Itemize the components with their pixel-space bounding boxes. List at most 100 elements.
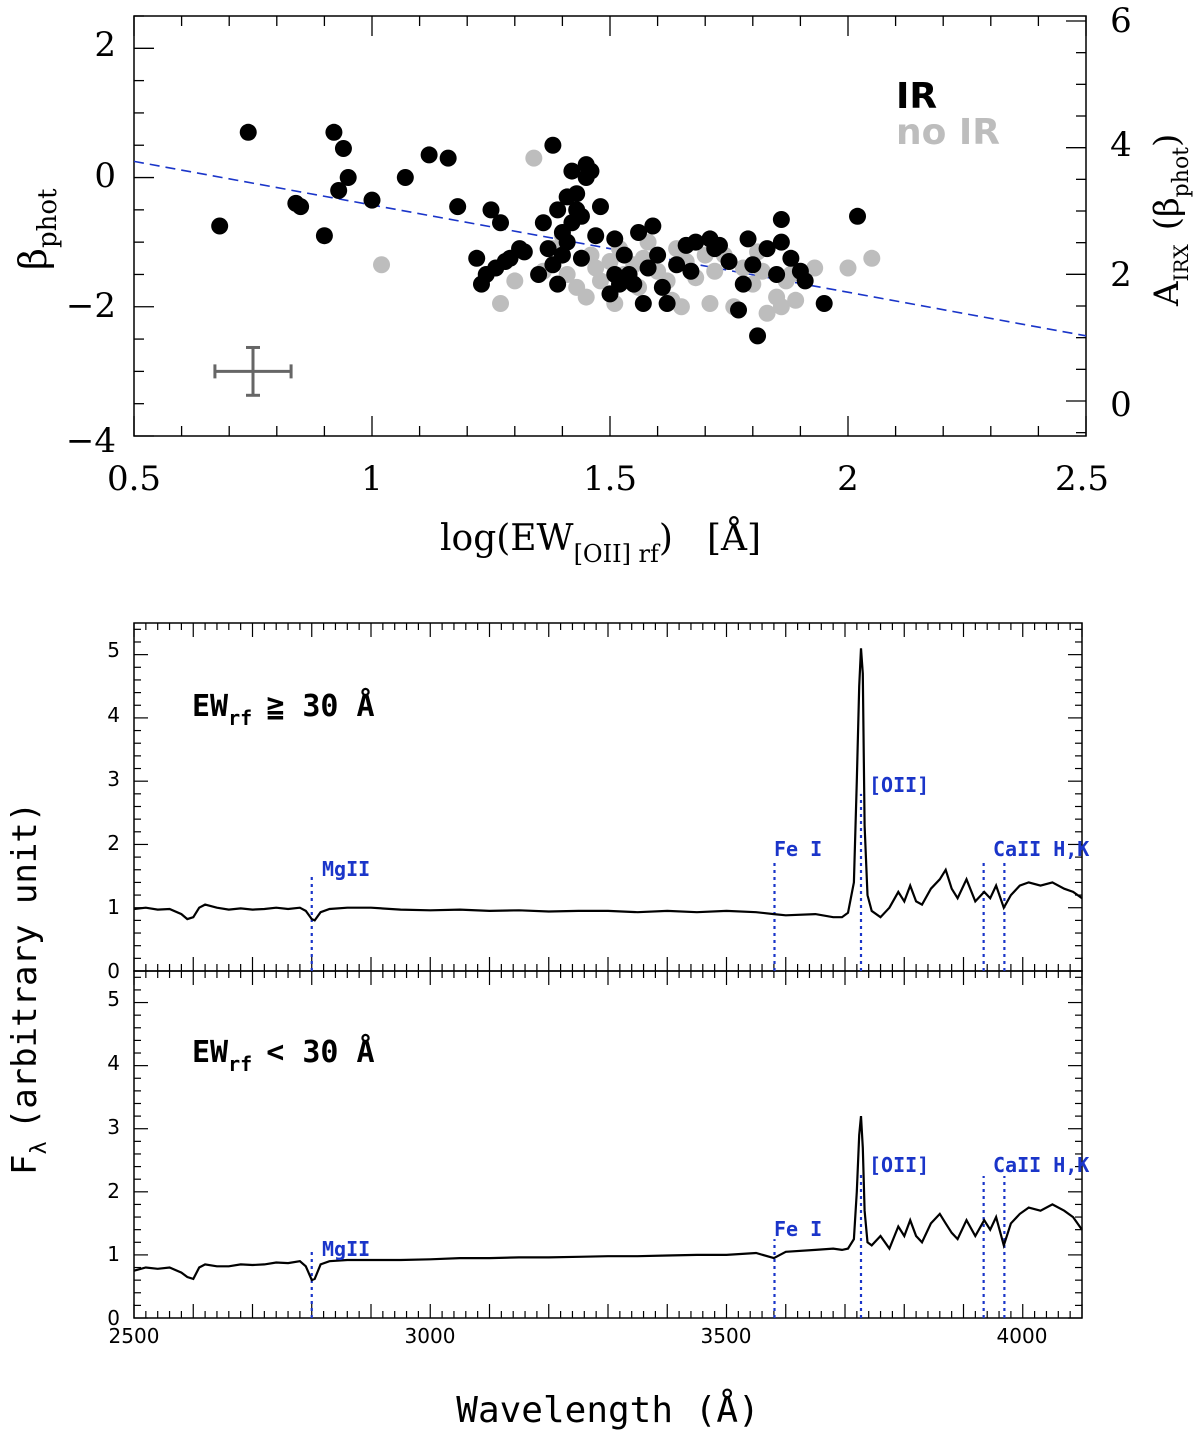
spectrum-panel-bottom-frame bbox=[133, 970, 1083, 1319]
y-tick-label: 1 bbox=[107, 895, 120, 919]
point-ir bbox=[439, 149, 457, 167]
point-no-ir bbox=[706, 262, 724, 280]
y-tick-label: 1 bbox=[107, 1242, 120, 1266]
y2-tick-label: 4 bbox=[1110, 125, 1132, 165]
x-tick-labels: 0.5 1 1.5 2 2.5 bbox=[107, 459, 1109, 499]
line-label-oii: [OII] bbox=[869, 773, 929, 797]
point-ir bbox=[782, 249, 800, 267]
y-tick-label: 2 bbox=[94, 25, 116, 65]
point-ir bbox=[530, 265, 548, 283]
point-ir bbox=[772, 211, 790, 229]
scatter-panel: 0.5 1 1.5 2 2.5 −4 −2 0 2 0 2 4 6 log(EW… bbox=[11, 1, 1194, 568]
y-tick-label: −2 bbox=[66, 286, 116, 326]
bottom-panel-line-labels: MgII Fe I [OII] CaII H,K bbox=[322, 1153, 1089, 1261]
y-tick-label: 0 bbox=[107, 959, 120, 983]
line-label-oii: [OII] bbox=[869, 1153, 929, 1177]
y-tick-label: 0 bbox=[107, 1306, 120, 1330]
line-label-caii: CaII H,K bbox=[993, 1153, 1089, 1177]
point-ir bbox=[606, 230, 624, 248]
x-tick-label: 2500 bbox=[109, 1324, 160, 1348]
panel-label-high-ew: EWrf ≧ 30 Å bbox=[192, 687, 375, 730]
point-ir bbox=[630, 223, 648, 241]
point-ir bbox=[558, 233, 576, 251]
point-ir bbox=[668, 256, 686, 274]
y-tick-label: 3 bbox=[107, 767, 120, 791]
top-panel-y-tick-labels: 0 1 2 3 4 5 bbox=[107, 638, 120, 983]
y-tick-label: 2 bbox=[107, 831, 120, 855]
point-ir bbox=[549, 275, 567, 293]
y2-tick-label: 6 bbox=[1110, 1, 1132, 41]
spectrum-low-ew bbox=[133, 1115, 1083, 1282]
spectrum-x-tick-labels: 2500 3000 3500 4000 bbox=[109, 1324, 1048, 1348]
y2-tick-label: 0 bbox=[1110, 385, 1132, 425]
point-ir bbox=[482, 201, 500, 219]
line-label-mgii: MgII bbox=[322, 857, 370, 881]
point-ir bbox=[292, 198, 310, 216]
point-ir bbox=[591, 198, 609, 216]
point-ir bbox=[315, 227, 333, 245]
point-ir bbox=[572, 249, 590, 267]
y-tick-label: 5 bbox=[107, 638, 120, 662]
line-label-mgii: MgII bbox=[322, 1237, 370, 1261]
legend-no-ir: no IR bbox=[896, 112, 1000, 153]
point-ir bbox=[682, 262, 700, 280]
y2-axis-label: AIRX(βphot) bbox=[1147, 134, 1194, 307]
scatter-ticks bbox=[133, 15, 1087, 437]
x-axis-label: log(EW[OII] rf) [Å] bbox=[440, 517, 761, 568]
spectrum-x-axis-label: Wavelength (Å) bbox=[456, 1388, 759, 1431]
point-ir bbox=[849, 207, 867, 225]
point-ir bbox=[653, 278, 671, 296]
y-axis-label: βphot bbox=[11, 188, 63, 270]
y-tick-label: 5 bbox=[107, 987, 120, 1011]
series-ir bbox=[211, 123, 867, 345]
point-ir bbox=[634, 295, 652, 313]
point-no-ir bbox=[787, 291, 805, 309]
point-ir bbox=[211, 217, 229, 235]
point-ir bbox=[330, 181, 348, 199]
point-ir bbox=[396, 169, 414, 187]
point-ir bbox=[720, 253, 738, 271]
point-ir bbox=[744, 256, 762, 274]
point-ir bbox=[644, 217, 662, 235]
point-no-ir bbox=[525, 149, 543, 167]
point-no-ir bbox=[506, 272, 524, 290]
point-ir bbox=[449, 198, 467, 216]
point-ir bbox=[563, 162, 581, 180]
point-ir bbox=[515, 243, 533, 261]
point-ir bbox=[658, 295, 676, 313]
fit-line bbox=[133, 160, 1087, 337]
point-no-ir bbox=[839, 259, 857, 277]
panel-label-low-ew: EWrf < 30 Å bbox=[192, 1033, 375, 1076]
point-no-ir bbox=[587, 259, 605, 277]
x-tick-label: 1 bbox=[361, 459, 383, 499]
line-label-fei: Fe I bbox=[774, 837, 822, 861]
point-ir bbox=[539, 240, 557, 258]
point-ir bbox=[239, 123, 257, 141]
point-ir bbox=[420, 146, 438, 164]
point-ir bbox=[339, 169, 357, 187]
y-tick-label: 4 bbox=[107, 1051, 120, 1075]
y-tick-label: −4 bbox=[66, 421, 116, 461]
point-no-ir bbox=[577, 288, 595, 306]
y-tick-labels: −4 −2 0 2 bbox=[66, 25, 116, 461]
point-ir bbox=[325, 123, 343, 141]
point-ir bbox=[568, 185, 586, 203]
point-ir bbox=[768, 265, 786, 283]
legend-ir: IR bbox=[896, 76, 937, 117]
top-panel-line-labels: MgII Fe I [OII] CaII H,K bbox=[322, 773, 1089, 881]
point-ir bbox=[492, 214, 510, 232]
line-label-caii: CaII H,K bbox=[993, 837, 1089, 861]
point-ir bbox=[730, 301, 748, 319]
spectra-figure: 0 1 2 3 4 5 0 1 2 3 4 5 2500 3000 3500 4… bbox=[5, 622, 1089, 1431]
point-no-ir bbox=[591, 272, 609, 290]
point-ir bbox=[796, 272, 814, 290]
spectrum-panel-top-frame bbox=[133, 622, 1083, 972]
x-tick-label: 2 bbox=[837, 459, 859, 499]
point-ir bbox=[572, 207, 590, 225]
point-ir bbox=[649, 246, 667, 264]
x-tick-label: 3000 bbox=[405, 1324, 456, 1348]
point-ir bbox=[758, 240, 776, 258]
scatter-plot-frame bbox=[133, 15, 1087, 437]
point-ir bbox=[815, 295, 833, 313]
